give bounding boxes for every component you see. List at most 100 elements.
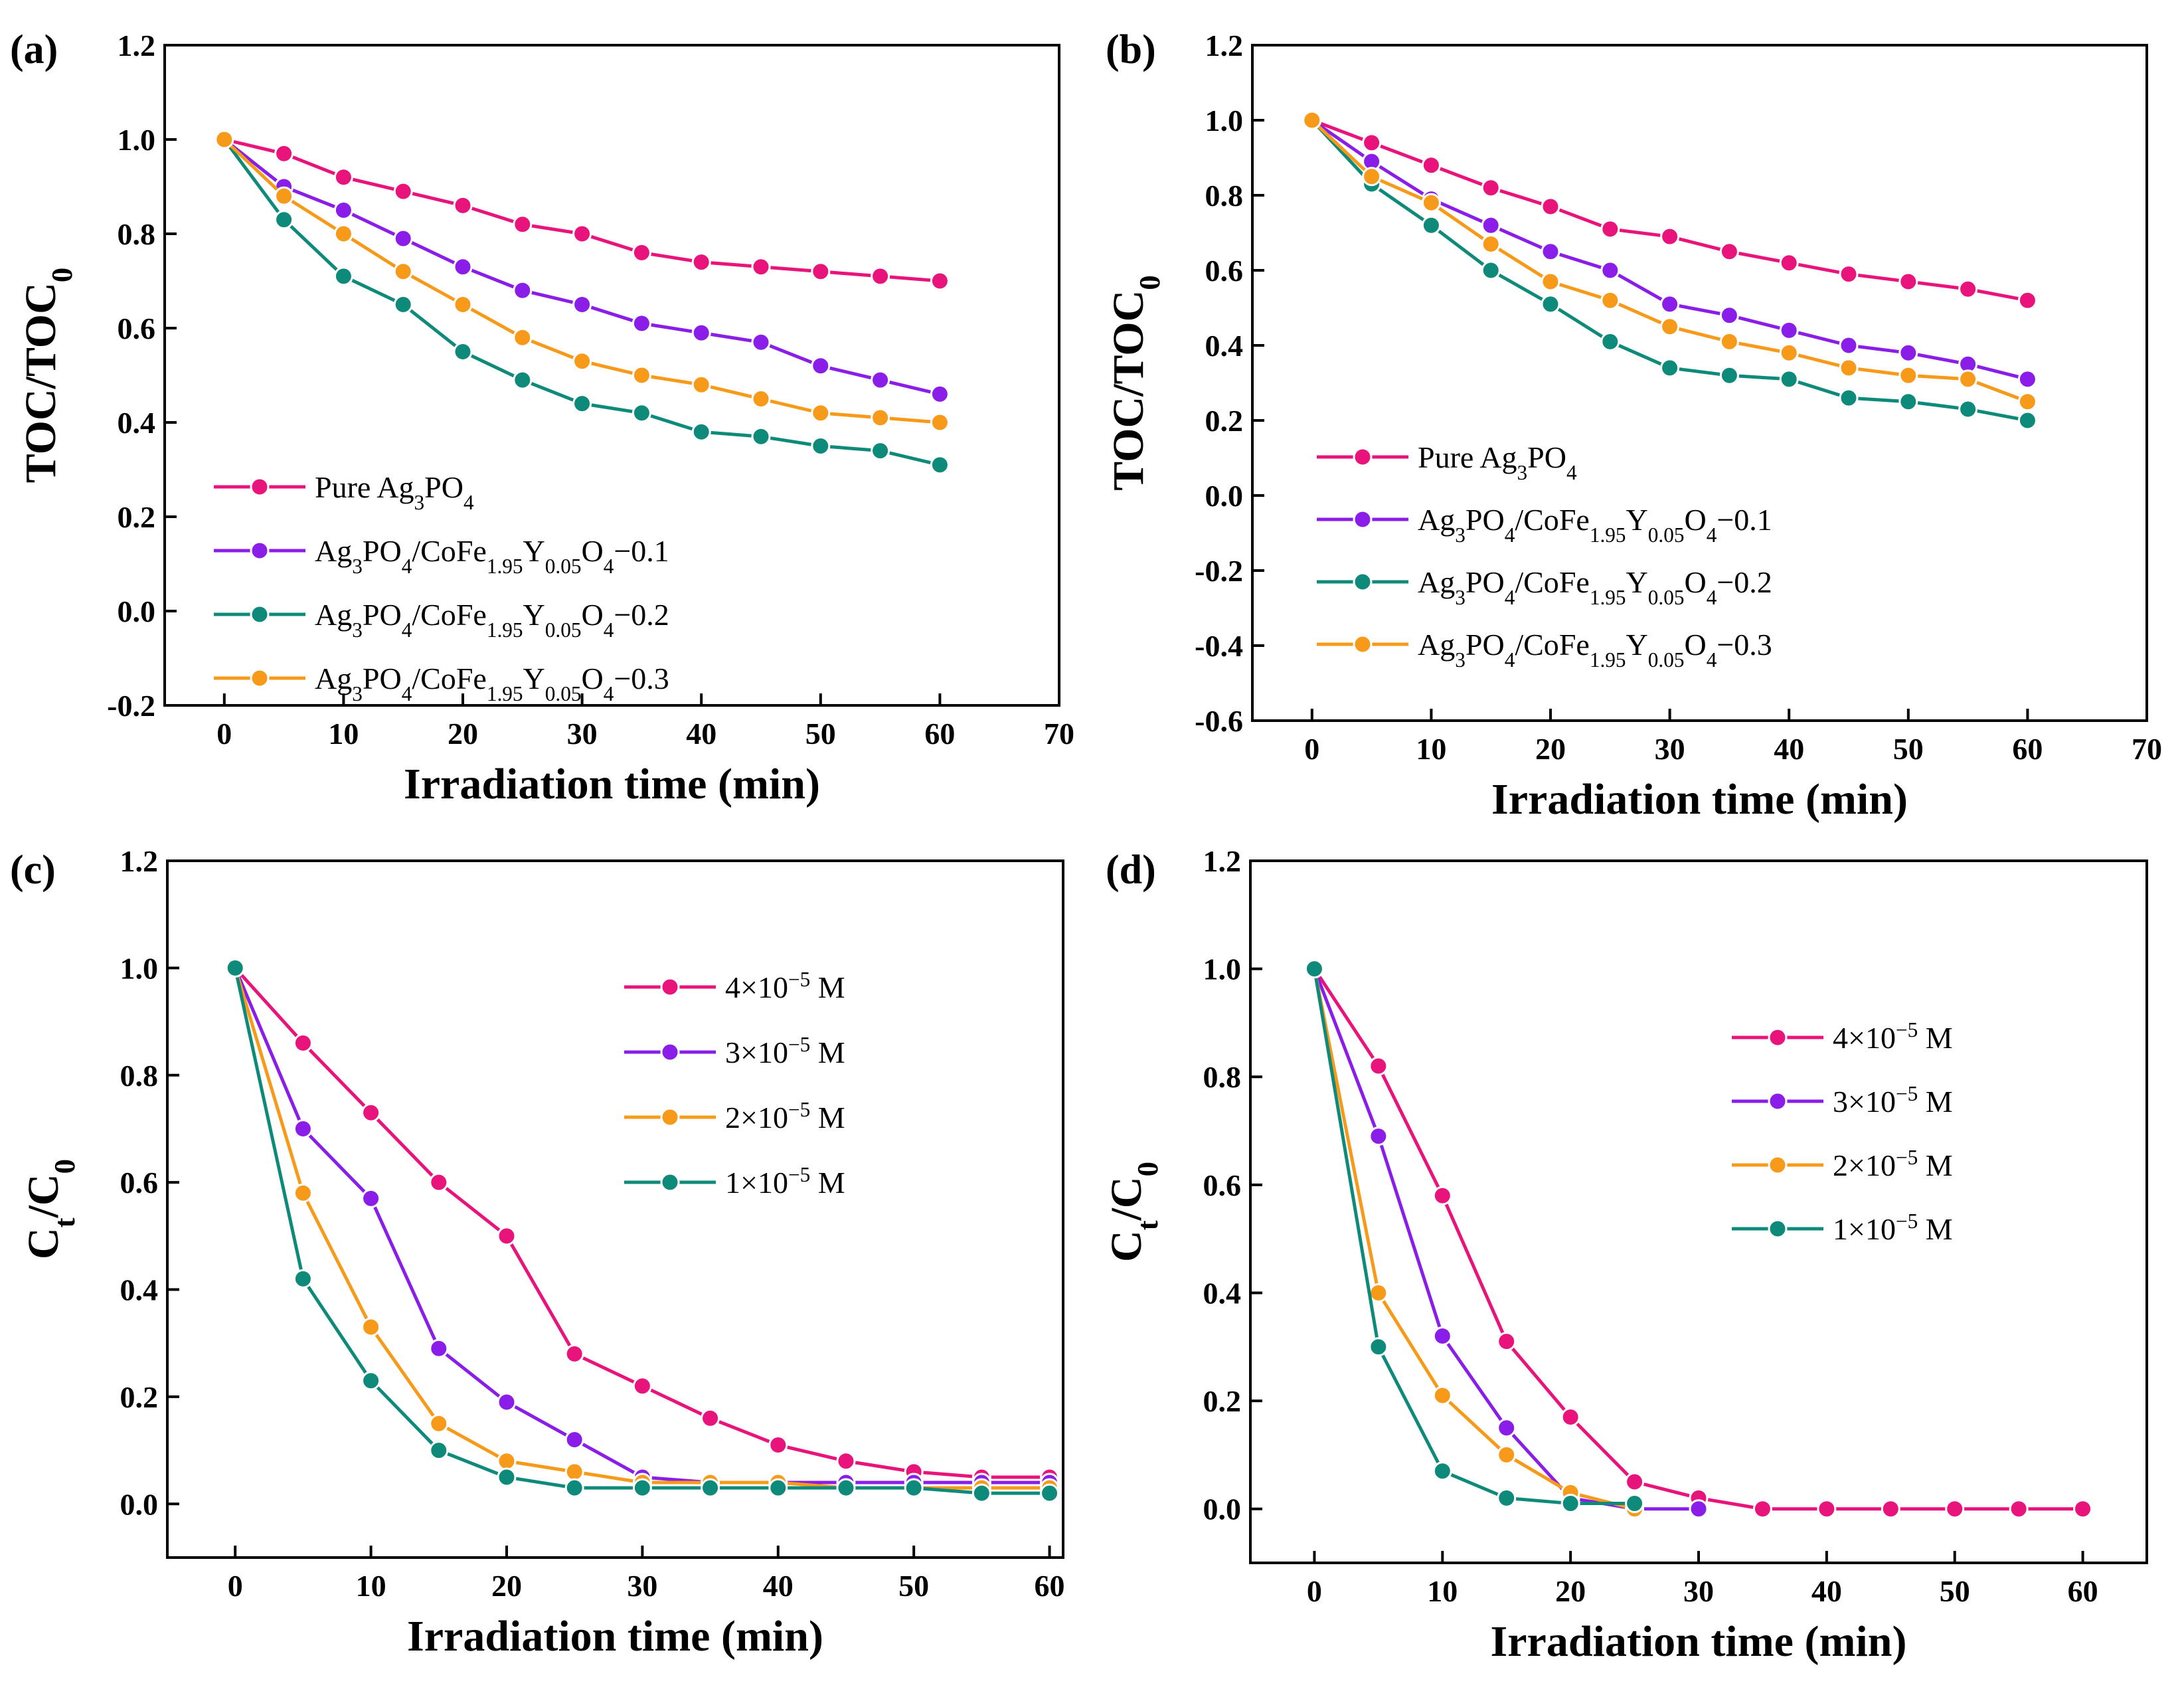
x-tick-label: 60 — [2068, 1574, 2098, 1608]
legend-marker — [660, 1042, 680, 1062]
data-point — [1779, 253, 1799, 273]
data-point — [1481, 234, 1501, 254]
data-point — [2073, 1499, 2093, 1519]
y-tick-label: 1.0 — [120, 951, 159, 985]
data-point — [768, 1435, 788, 1455]
legend-marker — [660, 977, 680, 997]
data-point — [836, 1451, 856, 1471]
series-line-2 — [233, 967, 1050, 1484]
data-point — [930, 412, 950, 432]
data-point — [1839, 335, 1859, 355]
data-point — [513, 370, 533, 390]
legend-label: Ag3PO4/CoFe1.95Y0.05O4−0.3 — [315, 662, 669, 705]
panel-label: (b) — [1106, 27, 1156, 72]
data-point — [453, 257, 473, 277]
x-tick-label: 0 — [1307, 1574, 1322, 1608]
data-point — [293, 1269, 313, 1289]
data-point — [214, 130, 234, 149]
y-tick-label: 0.6 — [120, 1166, 159, 1200]
data-point — [871, 408, 890, 428]
data-point — [930, 271, 950, 291]
data-point — [631, 242, 651, 262]
series-line-1 — [224, 137, 940, 283]
y-tick-label: 1.2 — [1205, 29, 1244, 62]
legend-marker — [250, 541, 270, 561]
data-point — [836, 1478, 856, 1498]
y-tick-label: 0.2 — [118, 500, 156, 534]
x-axis-title: Irradiation time (min) — [404, 760, 820, 808]
data-point — [1752, 1499, 1772, 1519]
data-point — [751, 426, 771, 446]
data-point — [1719, 365, 1739, 385]
data-point — [1497, 1445, 1517, 1465]
series-line-3 — [1312, 968, 1636, 1511]
data-point — [497, 1226, 517, 1246]
data-point — [1560, 1407, 1580, 1427]
data-point — [632, 1376, 652, 1396]
legend-marker — [1768, 1028, 1788, 1047]
legend-marker — [1353, 509, 1373, 529]
x-tick-label: 10 — [356, 1569, 386, 1603]
data-point — [1839, 358, 1859, 378]
series-line-4 — [1312, 968, 1635, 1506]
data-point — [1660, 294, 1680, 314]
data-point — [1432, 1461, 1452, 1481]
legend-marker — [1353, 447, 1373, 467]
data-point — [1958, 369, 1978, 389]
data-point — [1660, 317, 1680, 337]
data-point — [429, 1441, 449, 1461]
data-point — [564, 1429, 584, 1449]
data-point — [751, 332, 771, 352]
data-point — [811, 403, 831, 423]
series-line-1 — [1313, 968, 2083, 1511]
x-tick-label: 50 — [1940, 1574, 1970, 1608]
legend-label: 4×10−5 M — [1833, 1018, 1953, 1055]
data-point — [811, 262, 831, 282]
x-tick-label: 10 — [328, 717, 359, 751]
data-point — [1945, 1499, 1965, 1519]
series-line-1 — [1311, 118, 2028, 302]
data-point — [361, 1371, 381, 1391]
legend-label: 1×10−5 M — [725, 1163, 845, 1200]
data-point — [393, 228, 413, 248]
data-point — [1898, 343, 1918, 363]
data-point — [274, 186, 294, 206]
x-tick-label: 30 — [567, 717, 598, 751]
data-point — [393, 262, 413, 282]
data-point — [333, 224, 353, 244]
y-axis-title: TOC/TOC0 — [17, 268, 78, 483]
y-axis-title: TOC/TOC0 — [1104, 275, 1166, 490]
legend-label: Ag3PO4/CoFe1.95Y0.05O4−0.1 — [315, 534, 669, 578]
plot-frame — [163, 44, 1060, 707]
data-point — [1560, 1494, 1580, 1514]
data-point — [871, 370, 890, 390]
data-point — [1497, 1332, 1517, 1352]
data-point — [429, 1413, 449, 1433]
data-point — [1719, 331, 1739, 351]
data-point — [1817, 1499, 1837, 1519]
data-point — [361, 1188, 381, 1208]
data-point — [631, 314, 651, 333]
data-point — [1779, 320, 1799, 340]
data-point — [1898, 272, 1918, 292]
legend-marker — [250, 604, 270, 624]
data-point — [564, 1344, 584, 1364]
data-point — [1541, 197, 1560, 217]
y-tick-label: -0.2 — [1195, 554, 1243, 588]
y-tick-label: -0.2 — [107, 689, 155, 723]
data-point — [751, 389, 771, 408]
data-point — [293, 1033, 313, 1053]
data-point — [393, 181, 413, 201]
data-point — [293, 1183, 313, 1203]
data-point — [1541, 294, 1560, 314]
legend-label: Ag3PO4/CoFe1.95Y0.05O4−0.3 — [1418, 628, 1772, 672]
data-point — [1304, 959, 1324, 979]
y-tick-label: 0.8 — [118, 217, 156, 251]
data-point — [453, 295, 473, 314]
data-point — [572, 224, 592, 244]
x-tick-label: 40 — [1774, 732, 1804, 766]
data-point — [564, 1478, 584, 1498]
data-point — [293, 1119, 313, 1138]
y-tick-label: 0.8 — [1205, 179, 1244, 213]
y-tick-label: 0.2 — [1203, 1384, 1242, 1418]
